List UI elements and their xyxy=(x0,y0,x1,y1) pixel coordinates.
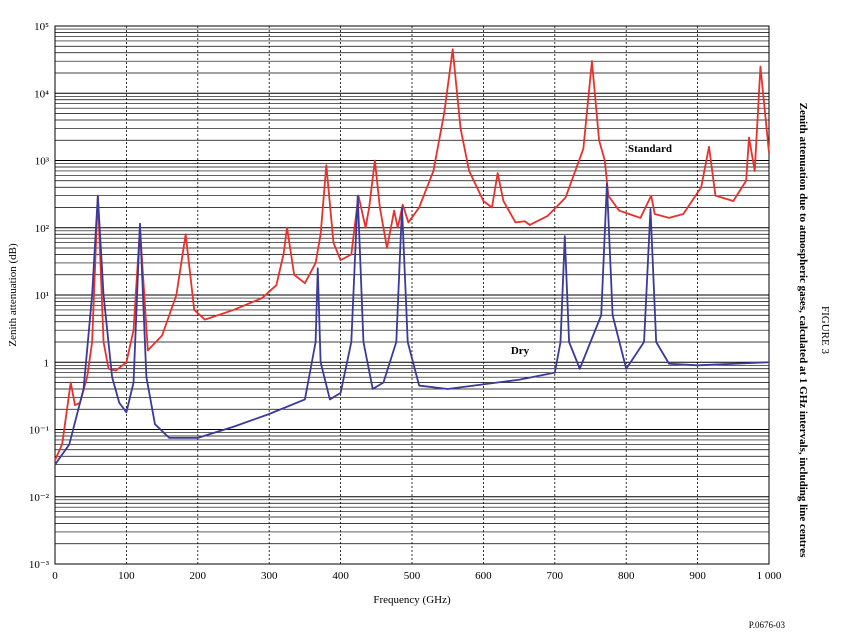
y-tick-label: 10⁻¹ xyxy=(29,425,49,437)
chart-title: Zenith attenuation due to atmospheric ga… xyxy=(797,103,809,558)
y-tick-label: 10⁵ xyxy=(34,21,49,33)
x-tick-label: 900 xyxy=(689,570,706,582)
x-tick-label: 100 xyxy=(118,570,135,582)
series-label: Standard xyxy=(628,143,672,155)
x-tick-label: 800 xyxy=(618,570,635,582)
x-tick-label: 400 xyxy=(332,570,349,582)
y-tick-label: 10¹ xyxy=(35,290,49,302)
figure-label: FIGURE 3 xyxy=(819,306,831,354)
series-line xyxy=(54,182,770,466)
series-label: Dry xyxy=(511,345,530,357)
y-tick-label: 10⁻³ xyxy=(29,559,50,571)
x-tick-label: 500 xyxy=(404,570,421,582)
y-tick-label: 10⁻² xyxy=(29,492,50,504)
source-label: P.0676-03 xyxy=(749,620,786,630)
x-tick-label: 300 xyxy=(261,570,278,582)
plot-frame xyxy=(54,25,770,565)
x-tick-label: 1 000 xyxy=(757,570,782,582)
y-axis-label: Zenith attenuation (dB) xyxy=(7,243,19,347)
x-tick-label: 0 xyxy=(52,570,58,582)
y-tick-label: 10² xyxy=(35,223,50,235)
x-tick-label: 200 xyxy=(190,570,207,582)
y-tick-label: 10⁴ xyxy=(34,88,49,100)
x-axis-label: Frequency (GHz) xyxy=(373,594,451,606)
y-tick-label: 10³ xyxy=(35,156,50,168)
y-tick-label: 1 xyxy=(44,357,50,369)
x-tick-label: 700 xyxy=(547,570,564,582)
x-tick-label: 600 xyxy=(475,570,492,582)
